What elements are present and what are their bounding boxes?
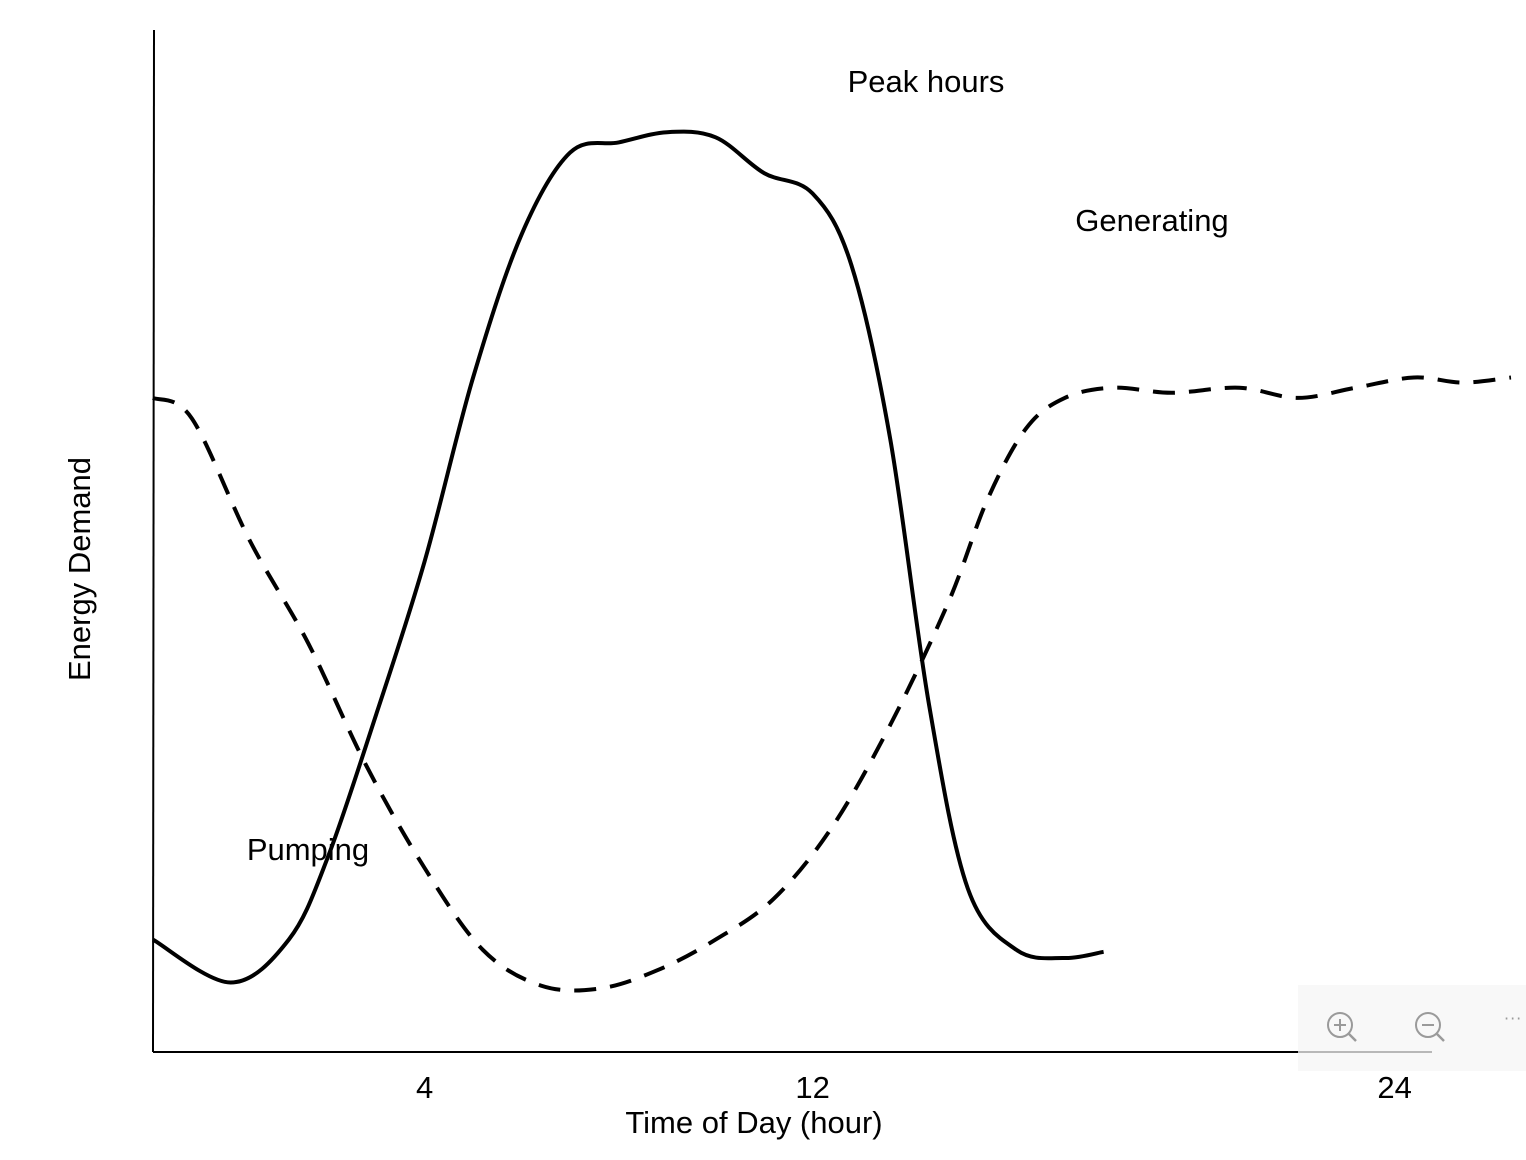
annotation-pumping: Pumping bbox=[247, 832, 369, 867]
more-options-button[interactable]: ··· bbox=[1504, 1009, 1523, 1028]
series-line-dashed bbox=[152, 375, 1512, 993]
x-ticks: 4 12 24 bbox=[416, 1070, 1412, 1105]
x-axis-label: Time of Day (hour) bbox=[625, 1105, 882, 1140]
x-tick-label: 24 bbox=[1377, 1070, 1411, 1105]
series-layer bbox=[151, 129, 1512, 993]
zoom-in-icon bbox=[1327, 1012, 1357, 1042]
x-tick-label: 12 bbox=[795, 1070, 829, 1105]
annotation-generating: Generating bbox=[1075, 203, 1228, 238]
axes bbox=[152, 29, 1432, 1053]
y-axis-label: Energy Demand bbox=[62, 457, 97, 681]
zoom-out-button[interactable] bbox=[1410, 1007, 1450, 1047]
y-axis-line bbox=[152, 29, 155, 1053]
zoom-toolbar: ··· bbox=[1298, 985, 1526, 1071]
x-tick-label: 4 bbox=[416, 1070, 433, 1105]
series-line-solid bbox=[151, 129, 1104, 985]
zoom-in-button[interactable] bbox=[1322, 1007, 1362, 1047]
annotation-peak-hours: Peak hours bbox=[848, 64, 1005, 99]
zoom-out-icon bbox=[1415, 1012, 1445, 1042]
